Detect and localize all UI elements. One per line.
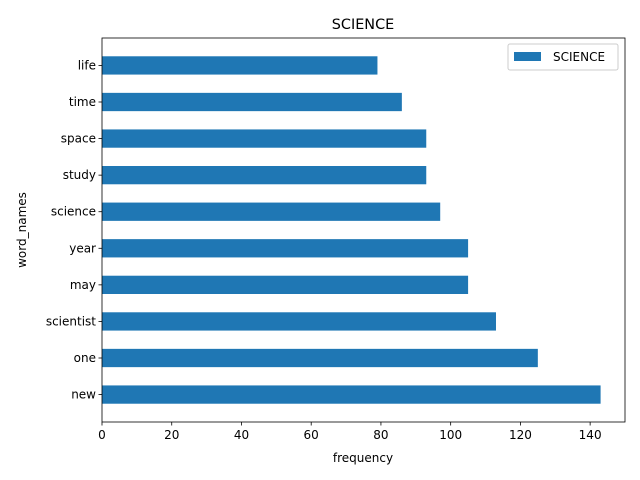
y-tick-label: science	[51, 205, 96, 219]
plot-area: new one scientist may year science study space t…	[46, 56, 602, 442]
legend-frame	[507, 43, 619, 71]
legend-label: SCIENCE	[553, 50, 605, 64]
y-tick-label: new	[71, 388, 96, 402]
bar	[102, 92, 402, 112]
y-tick-label: life	[78, 58, 96, 72]
x-tick-label: 40	[234, 428, 249, 442]
chart-title: SCIENCE	[332, 17, 394, 33]
bar	[102, 239, 469, 258]
plot-frame	[101, 37, 626, 423]
bar	[102, 202, 441, 221]
legend-swatch	[514, 52, 541, 61]
x-tick-label: 120	[509, 428, 532, 442]
x-axis-label: frequency	[333, 451, 393, 465]
bar	[102, 166, 427, 185]
x-tick-label: 80	[373, 428, 388, 442]
x-tick-label: 100	[439, 428, 462, 442]
bar	[102, 348, 538, 368]
x-tick-label: 0	[98, 428, 106, 442]
y-tick-label: time	[69, 95, 96, 109]
y-axis-label: word_names	[15, 192, 29, 268]
bar	[102, 56, 378, 75]
y-tick-label: space	[61, 132, 96, 146]
bar	[102, 275, 469, 294]
bar	[102, 385, 601, 404]
bar	[102, 312, 496, 331]
bar	[102, 129, 427, 148]
y-tick-label: year	[69, 241, 96, 255]
x-tick-label: 20	[164, 428, 179, 442]
x-tick-label: 140	[579, 428, 602, 442]
y-tick-label: study	[63, 168, 96, 182]
y-tick-label: scientist	[46, 314, 96, 328]
legend: SCIENCE	[507, 43, 619, 71]
y-tick-label: one	[74, 351, 96, 365]
y-tick-label: may	[70, 278, 96, 292]
x-tick-label: 60	[304, 428, 319, 442]
